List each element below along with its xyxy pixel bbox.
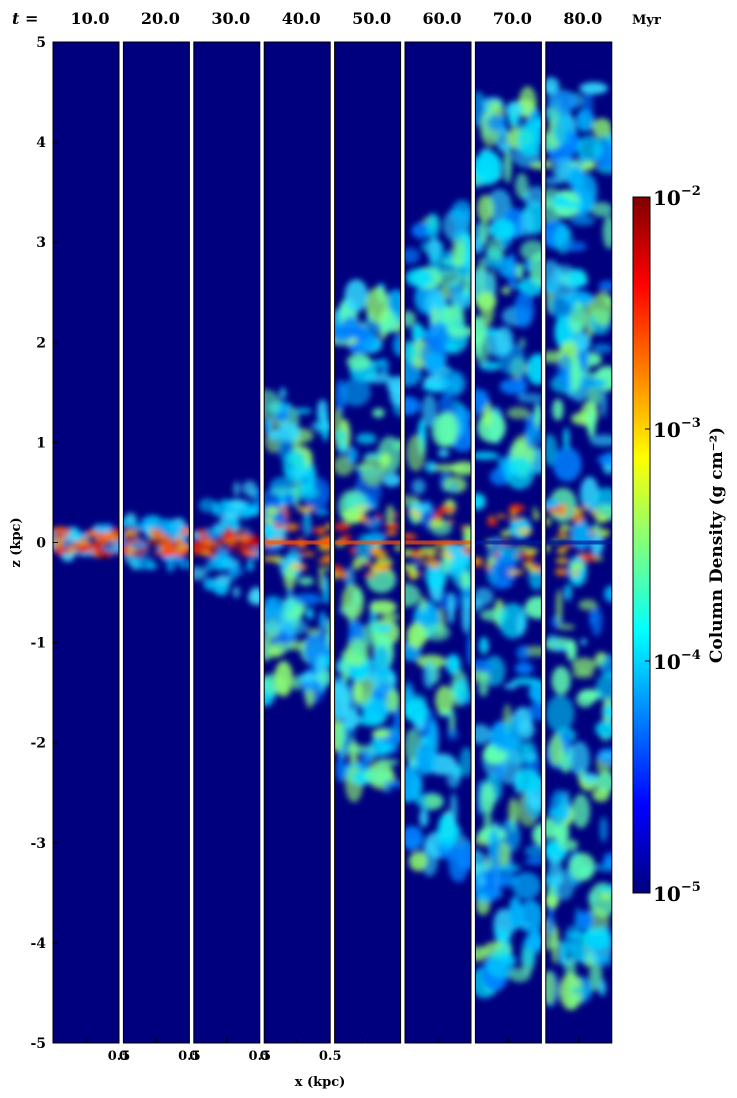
panel-80.0	[545, 41, 613, 1044]
x-axis: 0.50 0.50 0.50 0.5x (kpc)	[85, 1038, 580, 1090]
time-label: 20.0	[141, 9, 180, 28]
y-tick-label: -3	[30, 836, 46, 852]
midplane-layer	[405, 540, 471, 545]
time-label: 10.0	[71, 9, 110, 28]
colorbar: 10−2 10−3 10−4 10−5 Column Density (g cm⁻²)	[632, 184, 727, 906]
x-tick-label: 0.5	[319, 1049, 342, 1064]
colorbar-tick-label: 10−5	[653, 880, 701, 906]
midplane-layer	[334, 540, 401, 545]
y-tick-label: 2	[36, 335, 46, 351]
y-tick-label: 4	[36, 135, 46, 151]
panel-50.0	[334, 41, 402, 1044]
y-tick-label: 3	[36, 235, 46, 251]
time-label: 70.0	[493, 9, 532, 28]
panel-30.0	[193, 41, 261, 1044]
y-tick-label: -5	[30, 1036, 46, 1052]
colorbar-tick-label: 10−3	[653, 416, 701, 442]
time-label: 40.0	[282, 9, 321, 28]
y-tick-label: 5	[36, 35, 46, 51]
colorbar-tick-label: 10−2	[653, 184, 701, 210]
colorbar-gradient	[632, 196, 651, 894]
panel-60.0	[404, 41, 472, 1044]
z-axis: 5 4 3 2 1 0 -1 -2 -3 -4 -5 z (kpc)	[9, 35, 58, 1052]
time-label: 30.0	[211, 9, 250, 28]
panels-group	[52, 41, 613, 1044]
y-tick-label: -4	[30, 936, 46, 952]
panel-10.0	[52, 41, 120, 1044]
y-tick-label: -1	[30, 636, 46, 652]
x-tick-label: 0	[260, 1049, 269, 1064]
x-tick-label: 0.5	[248, 1049, 271, 1064]
time-prefix: t =	[12, 9, 38, 28]
time-label: 80.0	[563, 9, 602, 28]
y-tick-label: 0	[36, 536, 46, 552]
panel-40.0	[263, 41, 331, 1044]
time-unit: Myr	[632, 13, 661, 28]
time-header: 10.0 20.0 30.0 40.0 50.0 60.0 70.0 80.0 t = Myr	[12, 9, 661, 28]
x-tick-label: 0.5	[178, 1049, 201, 1064]
x-axis-label: x (kpc)	[295, 1075, 346, 1090]
panel-20.0	[122, 41, 190, 1044]
midplane-layer	[264, 540, 331, 545]
y-tick-label: 1	[36, 435, 46, 451]
midplane-layer	[475, 540, 542, 545]
y-tick-label: -2	[30, 736, 46, 752]
colorbar-tick-label: 10−4	[653, 648, 701, 674]
panel-70.0	[474, 41, 542, 1044]
colorbar-label: Column Density (g cm⁻²)	[707, 427, 727, 663]
x-tick-label: 0.5	[108, 1049, 131, 1064]
y-axis-label: z (kpc)	[9, 517, 24, 567]
time-label: 50.0	[352, 9, 391, 28]
time-label: 60.0	[423, 9, 462, 28]
midplane-layer	[545, 540, 612, 545]
x-tick-label: 0	[119, 1049, 128, 1064]
x-tick-label: 0	[189, 1049, 198, 1064]
